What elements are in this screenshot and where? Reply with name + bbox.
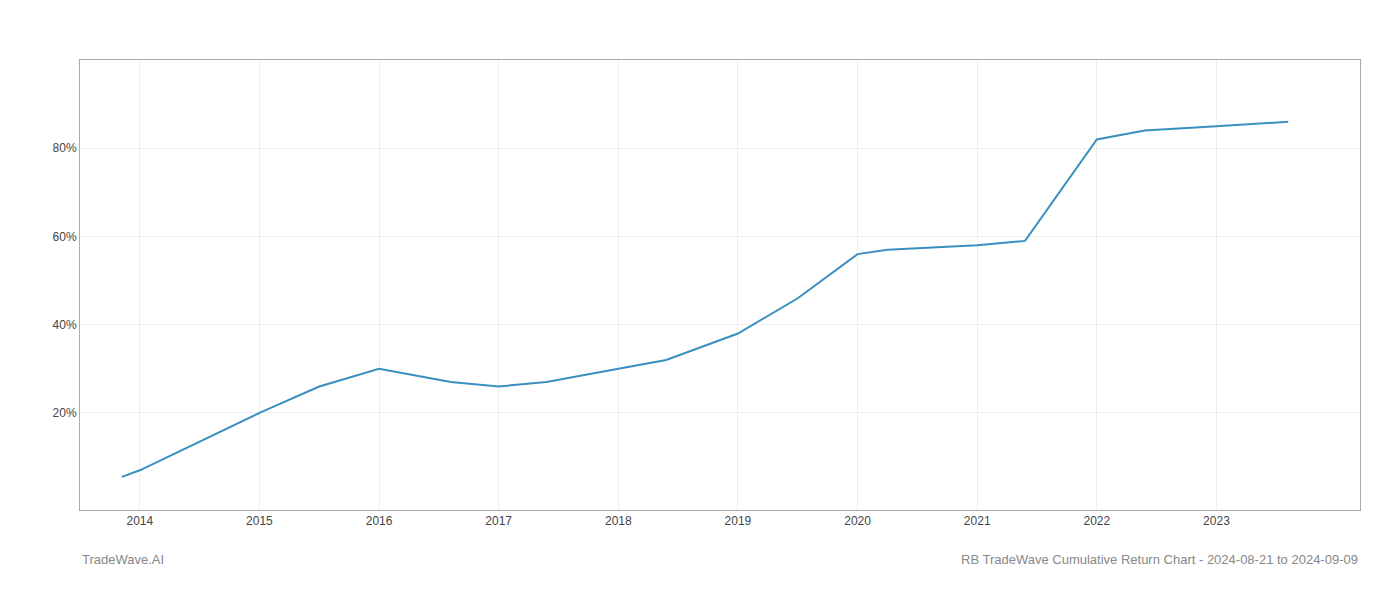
svg-text:2017: 2017 — [485, 514, 512, 528]
svg-text:2022: 2022 — [1083, 514, 1110, 528]
svg-text:2021: 2021 — [964, 514, 991, 528]
svg-text:40%: 40% — [53, 318, 77, 332]
svg-text:80%: 80% — [53, 141, 77, 155]
svg-text:2019: 2019 — [725, 514, 752, 528]
svg-text:60%: 60% — [53, 230, 77, 244]
svg-text:2015: 2015 — [246, 514, 273, 528]
svg-text:20%: 20% — [53, 406, 77, 420]
svg-text:TradeWave.AI: TradeWave.AI — [82, 552, 164, 567]
svg-text:2014: 2014 — [126, 514, 153, 528]
svg-text:2020: 2020 — [844, 514, 871, 528]
svg-text:2016: 2016 — [366, 514, 393, 528]
svg-text:2023: 2023 — [1203, 514, 1230, 528]
svg-text:RB TradeWave Cumulative Return: RB TradeWave Cumulative Return Chart - 2… — [961, 552, 1358, 567]
svg-text:2018: 2018 — [605, 514, 632, 528]
